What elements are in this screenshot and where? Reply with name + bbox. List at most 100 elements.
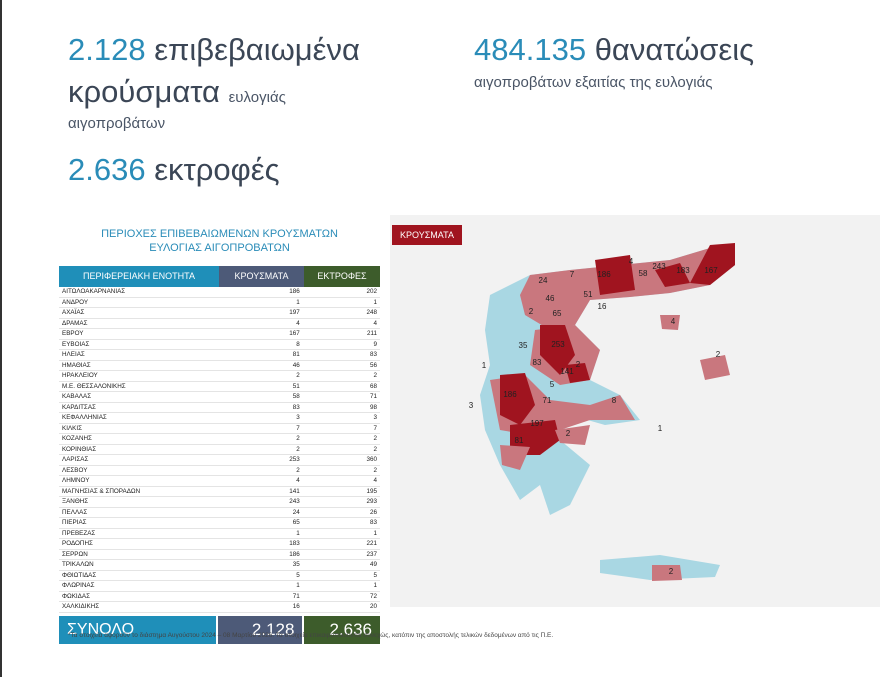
farms-text: εκτροφές	[154, 152, 280, 187]
table-cell: 26	[370, 508, 378, 516]
table-cell: ΚΑΒΑΛΑΣ	[62, 393, 92, 400]
table-row: ΦΘΙΩΤΙΔΑΣ 5 5	[59, 571, 380, 581]
table-cell: 211	[366, 330, 378, 337]
map-label: 35	[519, 341, 528, 350]
table-row: ΛΗΜΝΟΥ 4 4	[59, 476, 380, 487]
column-header: ΚΡΟΥΣΜΑΤΑ	[219, 266, 304, 287]
culls-headline: 484.135 θανατώσεις	[474, 32, 754, 68]
table-cell: 221	[366, 540, 378, 547]
table-row: ΑΝΔΡΟΥ 1 1	[59, 298, 380, 308]
table-row: ΦΩΚΙΔΑΣ 71 72	[59, 592, 380, 602]
table-cell: ΚΙΛΚΙΣ	[62, 424, 82, 432]
map-label: 2	[529, 307, 534, 316]
table-cell: 5	[296, 571, 300, 579]
map-label: 1	[482, 361, 487, 370]
map-label: 5	[550, 380, 555, 389]
table-cell: ΚΕΦΑΛΛΗΝΙΑΣ	[62, 414, 107, 421]
table-cell: ΚΟΡΙΝΘΙΑΣ	[62, 445, 97, 453]
footnote: *Τα στοιχεία αφορούν το διάστημα Αυγούστ…	[68, 632, 554, 639]
map-label: 2	[716, 350, 721, 359]
table-cell: 2	[373, 466, 378, 474]
map-label: 253	[551, 340, 565, 349]
map-label: 243	[652, 262, 666, 271]
table-cell: 2	[296, 435, 300, 442]
map-label: 4	[629, 257, 634, 266]
table-cell: ΗΜΑΘΙΑΣ	[62, 361, 91, 369]
culls-sub: αιγοπροβάτων εξαιτίας της ευλογιάς	[474, 74, 713, 91]
table-cell: ΦΘΙΩΤΙΔΑΣ	[62, 571, 97, 579]
table-title-1: ΠΕΡΙΟΧΕΣ ΕΠΙΒΕΒΑΙΩΜΕΝΩΝ ΚΡΟΥΣΜΑΤΩΝ	[101, 228, 338, 240]
map-label: 1	[658, 424, 663, 433]
map-label: 4	[671, 317, 676, 326]
table-row: ΡΟΔΟΠΗΣ 183 221	[59, 539, 380, 550]
table-cell: 81	[292, 351, 300, 358]
table-cell: ΛΕΣΒΟΥ	[62, 466, 88, 474]
table-cell: 186	[289, 288, 300, 295]
column-header: ΠΕΡΙΦΕΡΕΙΑΚΗ ΕΝΟΤΗΤΑ	[59, 266, 219, 287]
table-cell: 1	[373, 529, 378, 537]
table-cell: ΞΑΝΘΗΣ	[62, 498, 89, 505]
table-cell: 8	[296, 340, 300, 348]
table-cell: 35	[292, 561, 300, 568]
table-title-2: ΕΥΛΟΓΙΑΣ ΑΙΓΟΠΡΟΒΑΤΩΝ	[149, 242, 290, 254]
table-row: ΛΕΣΒΟΥ 2 2	[59, 466, 380, 476]
table-cell: ΗΛΕΙΑΣ	[62, 351, 85, 358]
table-cell: 68	[370, 382, 378, 390]
table-cell: 4	[296, 319, 300, 327]
table-cell: 83	[292, 403, 300, 411]
table-cell: ΦΩΚΙΔΑΣ	[62, 592, 90, 600]
map-label: 3	[469, 401, 474, 410]
total-cell: 2.636	[304, 615, 380, 644]
total-cell: 2.128	[217, 615, 303, 644]
table-cell: 1	[296, 529, 300, 537]
table-cell: ΗΡΑΚΛΕΙΟΥ	[62, 372, 98, 379]
high-north	[595, 243, 735, 295]
table-row: ΑΧΑΪΑΣ 197 248	[59, 308, 380, 319]
map-label: 8	[612, 396, 617, 405]
table-cell: ΚΟΖΑΝΗΣ	[62, 435, 92, 442]
ilia-korinthia	[500, 425, 590, 470]
table-cell: 186	[289, 550, 300, 558]
map-label: 83	[533, 358, 542, 367]
table-row: ΕΒΡΟΥ 167 211	[59, 329, 380, 340]
map-label: 81	[515, 436, 524, 445]
table-cell: 9	[373, 340, 378, 348]
table-cell: ΣΕΡΡΩΝ	[62, 550, 88, 558]
map-label: 58	[639, 269, 648, 278]
islands	[660, 315, 730, 380]
table-row: ΚΑΡΔΙΤΣΑΣ 83 98	[59, 403, 380, 413]
map-label: 71	[543, 396, 552, 405]
table-row: ΚΟΖΑΝΗΣ 2 2	[59, 434, 380, 445]
table-cell: ΦΛΩΡΙΝΑΣ	[62, 582, 95, 589]
table-cell: 1	[296, 298, 300, 306]
table-cell: 1	[373, 298, 378, 306]
farms-number: 2.636	[68, 152, 146, 187]
table-cell: ΛΑΡΙΣΑΣ	[62, 456, 89, 463]
table-cell: 7	[373, 424, 378, 432]
table-cell: 3	[296, 414, 300, 421]
table-cell: 98	[370, 403, 378, 411]
map-label: 167	[704, 266, 718, 275]
table-row: ΚΙΛΚΙΣ 7 7	[59, 424, 380, 434]
map-label: 7	[570, 270, 575, 279]
table-cell: 237	[366, 550, 378, 558]
map-label: 24	[539, 276, 548, 285]
table-cell: ΚΑΡΔΙΤΣΑΣ	[62, 403, 96, 411]
map-label: 186	[503, 390, 517, 399]
table-cell: 1	[373, 582, 378, 589]
table-row: ΤΡΙΚΑΛΩΝ 35 49	[59, 560, 380, 571]
table-row: ΗΛΕΙΑΣ 81 83	[59, 350, 380, 361]
table-row: ΚΕΦΑΛΛΗΝΙΑΣ 3 3	[59, 413, 380, 424]
table-cell: 197	[289, 309, 300, 316]
larisa-magnesia	[540, 325, 590, 383]
table-cell: 2	[373, 372, 378, 379]
heraklion	[652, 565, 682, 581]
table-cell: 4	[296, 477, 300, 484]
table-row: ΣΕΡΡΩΝ 186 237	[59, 550, 380, 560]
table-cell: ΠΙΕΡΙΑΣ	[62, 519, 87, 526]
table-row: ΜΑΓΝΗΣΙΑΣ & ΣΠΟΡΑΔΩΝ 141 195	[59, 487, 380, 497]
table-cell: 243	[289, 498, 300, 505]
table-cell: 293	[366, 498, 378, 505]
